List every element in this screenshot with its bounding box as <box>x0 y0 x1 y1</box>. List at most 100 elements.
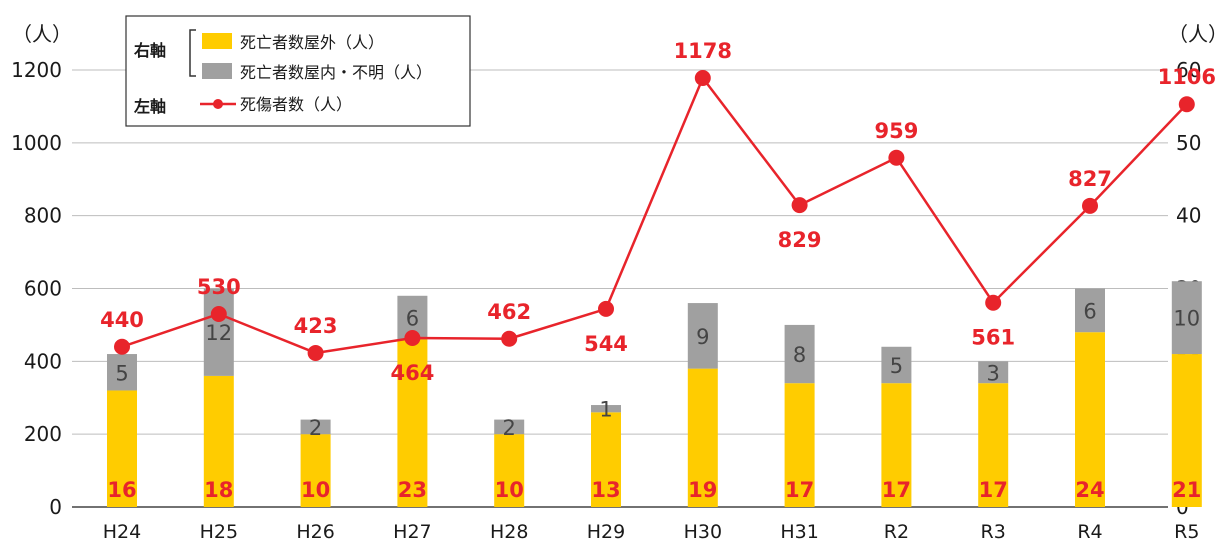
category-label: H25 <box>200 521 238 543</box>
bar-outdoor-H31 <box>784 383 815 507</box>
left-tick-label: 1200 <box>11 58 62 82</box>
outdoor-value-label: 10 <box>495 478 524 502</box>
casualty-point-H28 <box>501 330 518 347</box>
casualty-value-label: 1178 <box>674 39 732 63</box>
left-tick-label: 1000 <box>11 131 62 155</box>
casualty-point-R4 <box>1082 197 1098 214</box>
bar-indoor-H31 <box>784 324 815 384</box>
casualty-point-H24 <box>114 338 130 355</box>
outdoor-value-label: 13 <box>591 478 620 502</box>
labels: H24 16 5 H25 18 12 H26 10 2 H27 23 6 H28 10 2 H29 13 1 H30… <box>100 39 1216 543</box>
casualty-line <box>121 76 1188 355</box>
casualty-point-R3 <box>985 294 1002 311</box>
outdoor-value-label: 10 <box>301 478 330 502</box>
bar-indoor-H28 <box>494 419 525 435</box>
outdoor-value-label: 17 <box>785 478 814 502</box>
casualty-value-label: 827 <box>1068 167 1112 191</box>
category-label: H29 <box>587 521 625 543</box>
left-tick-label: 400 <box>24 349 62 373</box>
bar-outdoor-H26 <box>300 434 331 507</box>
outdoor-value-label: 19 <box>688 478 717 502</box>
category-label: R3 <box>981 521 1006 543</box>
casualty-value-label: 561 <box>971 326 1015 350</box>
legend-box <box>125 15 471 127</box>
legend-right-axis-label: 右軸 <box>134 41 166 60</box>
outdoor-value-label: 17 <box>882 478 911 502</box>
casualty-value-label: 1106 <box>1158 65 1216 89</box>
bar-indoor-R3 <box>978 361 1009 384</box>
casualty-value-label: 544 <box>584 332 628 356</box>
casualty-point-H31 <box>791 197 808 214</box>
legend-outdoor-swatch <box>202 33 232 49</box>
outdoor-value-label: 17 <box>979 478 1008 502</box>
bar-indoor-H26 <box>300 419 331 435</box>
casualty-value-label: 829 <box>778 228 822 252</box>
outdoor-value-label: 16 <box>107 478 136 502</box>
casualty-value-label: 959 <box>874 119 918 143</box>
bar-outdoor-H27 <box>397 339 428 507</box>
legend-line-marker <box>213 99 223 109</box>
category-label: H27 <box>393 521 431 543</box>
casualty-value-label: 464 <box>390 361 434 385</box>
outdoor-value-label: 21 <box>1172 478 1201 502</box>
left-tick-label: 800 <box>24 204 62 228</box>
category-label: R2 <box>884 521 909 543</box>
bar-indoor-R4 <box>1075 288 1105 333</box>
casualty-point-H26 <box>307 344 324 361</box>
bar-outdoor-R2 <box>881 383 912 507</box>
legend-casualty-label: 死傷者数（人） <box>240 95 352 114</box>
casualty-value-label: 440 <box>100 308 144 332</box>
casualty-line-layer <box>114 70 1195 361</box>
category-label: H24 <box>103 521 141 543</box>
indoor-value-label: 8 <box>793 343 806 367</box>
left-axis-unit: （人） <box>12 22 72 46</box>
right-axis-unit: （人） <box>1168 22 1216 46</box>
bar-outdoor-H30 <box>687 368 718 507</box>
indoor-value-label: 6 <box>1083 299 1096 323</box>
legend-indoor-label: 死亡者数屋内・不明（人） <box>240 63 432 82</box>
right-tick-label: 40 <box>1176 204 1201 228</box>
bar-outdoor-H28 <box>494 434 525 507</box>
legend-left-axis-label: 左軸 <box>133 97 166 116</box>
casualty-value-label: 530 <box>197 275 241 299</box>
left-tick-label: 200 <box>24 422 62 446</box>
legend-indoor-swatch <box>202 63 232 79</box>
legend-bracket <box>189 29 196 77</box>
indoor-value-label: 2 <box>309 416 322 440</box>
indoor-value-label: 2 <box>503 416 516 440</box>
category-label: H26 <box>296 521 334 543</box>
bar-outdoor-R3 <box>978 383 1009 507</box>
casualty-point-H25 <box>210 305 227 322</box>
right-tick-label: 60 <box>1176 58 1201 82</box>
category-label: H28 <box>490 521 528 543</box>
left-tick-label: 600 <box>24 277 62 301</box>
casualty-value-label: 423 <box>294 314 338 338</box>
indoor-value-label: 5 <box>115 361 128 385</box>
bar-outdoor-H29 <box>591 412 621 507</box>
category-label: R4 <box>1077 521 1102 543</box>
outdoor-value-label: 18 <box>204 478 233 502</box>
bar-outdoor-R4 <box>1075 332 1105 507</box>
category-label: H30 <box>684 521 722 543</box>
indoor-value-label: 3 <box>987 361 1000 385</box>
bar-outdoor-R5 <box>1171 354 1202 507</box>
casualty-point-H30 <box>694 70 711 87</box>
indoor-value-label: 1 <box>599 398 612 422</box>
outdoor-value-label: 23 <box>398 478 427 502</box>
casualty-point-H29 <box>598 300 614 317</box>
legend-outdoor-label: 死亡者数屋外（人） <box>240 33 384 52</box>
indoor-value-label: 5 <box>890 354 903 378</box>
indoor-value-label: 12 <box>205 321 232 345</box>
casualty-point-H27 <box>404 330 421 347</box>
bar-indoor-H24 <box>107 354 137 391</box>
outdoor-value-label: 24 <box>1075 478 1104 502</box>
indoor-value-label: 10 <box>1173 307 1200 331</box>
casualty-value-label: 462 <box>487 300 531 324</box>
indoor-value-label: 9 <box>696 325 709 349</box>
casualty-point-R5 <box>1178 96 1195 113</box>
bar-indoor-R2 <box>881 346 912 384</box>
bar-outdoor-H24 <box>107 390 137 507</box>
legend: 右軸 死亡者数屋外（人） 死亡者数屋内・不明（人） 左軸 死傷者数（人） <box>125 15 471 127</box>
left-tick-label: 0 <box>49 495 62 519</box>
